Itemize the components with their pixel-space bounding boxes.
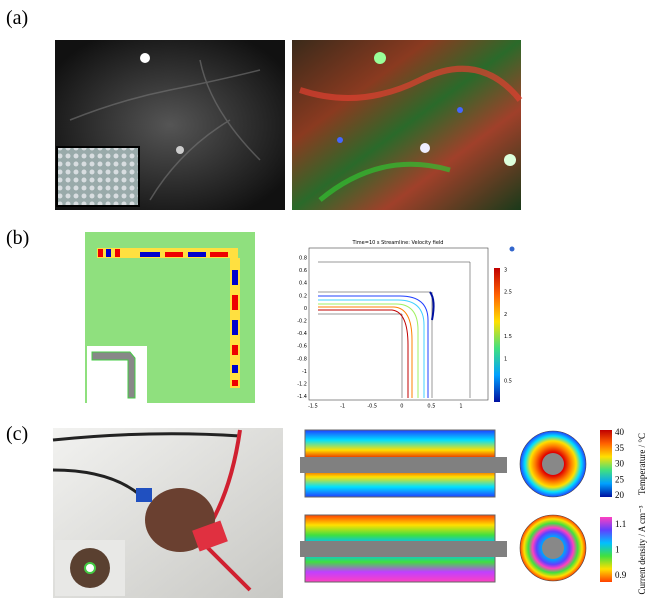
y-tick-label: 0 [304,306,307,312]
cell-bright [176,146,184,154]
x-tick-label: 1 [459,404,462,410]
y-tick-label: -0.8 [297,356,307,362]
y-tick-label: -0.6 [297,344,307,350]
x-tick-label: 0 [400,404,403,410]
cell-model [300,430,586,582]
icon [510,247,515,252]
x-tick-label: -1 [340,404,345,410]
panel-label: (b) [6,227,29,249]
y-tick-label: -0.2 [297,319,307,325]
cell-bright [140,53,150,63]
colorbar-tick-label: 1.5 [504,334,512,340]
y-tick-label: 0.8 [299,256,307,262]
y-tick-label: 0.4 [299,281,307,287]
inset-mesh [57,147,139,206]
panel-label: (c) [6,423,28,445]
x-tick-label: -0.5 [367,404,377,410]
colorbar-tick-label: 2.5 [504,290,512,296]
colorbar [494,268,500,402]
x-tick-label: -1.5 [308,404,318,410]
colorbar-tick-label: 1 [504,356,507,362]
y-tick-label: -1.4 [297,394,307,400]
colorbar-tick-label: 25 [615,474,625,484]
plot-title: Time=10 s Streamline: Velocity field [352,240,444,246]
y-tick-label: -1.2 [297,382,307,388]
panel-label: (a) [6,7,28,29]
colorbar-tick-label: 1.1 [615,519,626,529]
colorbar-title: Temperature / °C [637,433,647,495]
colorbar-title: Current density / A cm⁻³ [637,505,647,594]
y-tick-label: 0.2 [299,293,307,299]
colorbar-tick-label: 40 [615,427,625,437]
y-tick-label: 0.6 [299,268,307,274]
y-tick-label: -0.4 [297,331,307,337]
colorbar-tick-label: 2 [504,312,507,318]
colorbar [600,517,612,582]
plot-frame [309,248,488,400]
y-tick-label: -1 [302,369,307,375]
x-tick-label: 0.5 [427,404,435,410]
colorbar-tick-label: 30 [615,459,625,469]
colorbar [600,430,612,497]
colorbar-tick-label: 35 [615,443,625,453]
colorbar-tick-label: 20 [615,490,625,500]
colorbar-tick-label: 3 [504,268,507,274]
colorbar-tick-label: 0.9 [615,570,627,580]
figure: (a) (b) (c) Time=10 s Streamline: Veloci… [0,0,663,599]
micrograph-color [292,40,521,210]
colorbar-tick-label: 0.5 [504,379,512,385]
colorbar-tick-label: 1 [615,545,620,555]
